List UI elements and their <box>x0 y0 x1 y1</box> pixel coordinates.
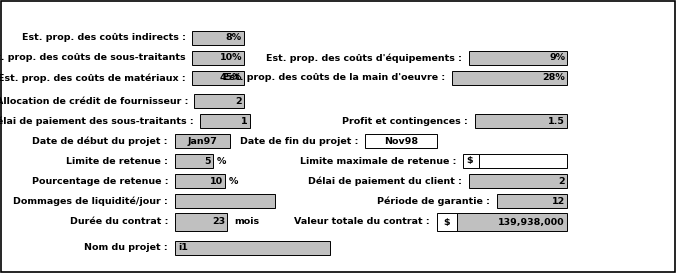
Text: Durée du contrat :: Durée du contrat : <box>70 218 168 227</box>
Text: Valeur totale du contrat :: Valeur totale du contrat : <box>294 218 430 227</box>
Bar <box>200 114 250 128</box>
Bar <box>463 154 479 168</box>
Text: Nov98: Nov98 <box>384 136 418 146</box>
Text: Profit et contingences :: Profit et contingences : <box>342 117 468 126</box>
Text: 2: 2 <box>558 177 565 185</box>
Text: 2: 2 <box>235 96 242 105</box>
Text: Est. prop. des coûts d'équipements :: Est. prop. des coûts d'équipements : <box>266 53 462 63</box>
Text: Jan97: Jan97 <box>187 136 218 146</box>
Text: 23: 23 <box>212 218 225 227</box>
Text: Date de fin du projet :: Date de fin du projet : <box>239 136 358 146</box>
Bar <box>175 174 225 188</box>
Bar <box>452 71 567 85</box>
Bar <box>469 51 567 65</box>
Bar <box>457 213 567 231</box>
Text: 1: 1 <box>241 117 248 126</box>
Text: Dommages de liquidité/jour :: Dommages de liquidité/jour : <box>14 196 168 206</box>
Bar <box>365 134 437 148</box>
Bar <box>194 94 244 108</box>
Text: Nom du projet :: Nom du projet : <box>84 244 168 253</box>
Text: Période de garantie :: Période de garantie : <box>377 196 490 206</box>
Text: Date de début du projet :: Date de début du projet : <box>32 136 168 146</box>
Text: Est. prop. des coûts de sous-traitants: Est. prop. des coûts de sous-traitants <box>0 54 186 63</box>
Text: Est. prop. des coûts indirects :: Est. prop. des coûts indirects : <box>22 34 186 43</box>
Bar <box>469 174 567 188</box>
Text: %: % <box>229 177 239 185</box>
Text: 12: 12 <box>552 197 565 206</box>
Text: i1: i1 <box>178 244 188 253</box>
Text: Pourcentage de retenue :: Pourcentage de retenue : <box>32 177 168 185</box>
Text: 139,938,000: 139,938,000 <box>498 218 565 227</box>
Bar <box>175 213 227 231</box>
Bar <box>479 154 567 168</box>
Bar <box>192 31 244 45</box>
Text: 10: 10 <box>210 177 223 185</box>
Bar <box>437 213 457 231</box>
Text: $: $ <box>466 156 473 165</box>
Text: $: $ <box>443 218 450 227</box>
Text: 45%: 45% <box>220 73 242 82</box>
Text: 10%: 10% <box>220 54 242 63</box>
Text: Allocation de crédit de fournisseur :: Allocation de crédit de fournisseur : <box>0 96 188 105</box>
Text: 28%: 28% <box>542 73 565 82</box>
Bar <box>175 194 275 208</box>
Text: Limite maximale de retenue :: Limite maximale de retenue : <box>299 156 456 165</box>
Text: Limite de retenue :: Limite de retenue : <box>66 156 168 165</box>
Text: Est. prop. des coûts de la main d'oeuvre :: Est. prop. des coûts de la main d'oeuvre… <box>223 73 445 82</box>
Text: Est. prop. des coûts de matériaux :: Est. prop. des coûts de matériaux : <box>0 73 186 83</box>
Bar <box>497 194 567 208</box>
Text: 5: 5 <box>205 156 211 165</box>
Bar <box>192 71 244 85</box>
Bar <box>175 154 213 168</box>
Text: %: % <box>217 156 226 165</box>
Text: Délai de paiement du client :: Délai de paiement du client : <box>308 176 462 186</box>
Bar <box>175 241 330 255</box>
Text: 8%: 8% <box>226 34 242 43</box>
Bar <box>175 134 230 148</box>
Text: 9%: 9% <box>549 54 565 63</box>
Bar <box>192 51 244 65</box>
Bar <box>475 114 567 128</box>
Text: Délai de paiement des sous-traitants :: Délai de paiement des sous-traitants : <box>0 116 194 126</box>
Text: 1.5: 1.5 <box>548 117 565 126</box>
Text: mois: mois <box>234 218 259 227</box>
